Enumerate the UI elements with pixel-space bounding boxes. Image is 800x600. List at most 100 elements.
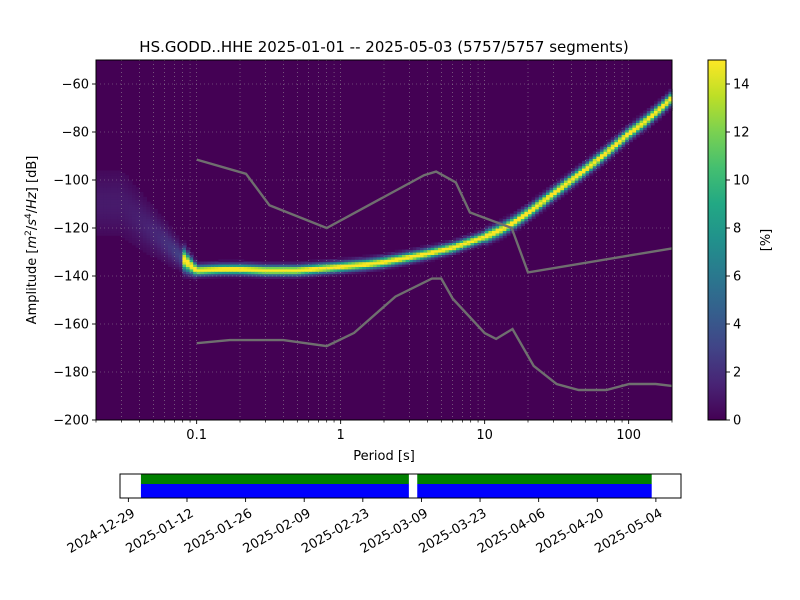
heatmap-cell: [193, 276, 198, 279]
heatmap-cell: [135, 242, 140, 246]
heatmap-cell: [452, 240, 457, 243]
heatmap-cell: [495, 237, 500, 241]
heatmap-cell: [661, 112, 666, 116]
heatmap-cell: [193, 273, 198, 277]
heatmap-cell: [225, 261, 230, 265]
heatmap-cell: [135, 196, 140, 200]
heatmap-cell: [330, 266, 335, 270]
heatmap-cell: [499, 232, 504, 236]
heatmap-cell: [488, 235, 493, 239]
heatmap-cell: [603, 151, 608, 155]
heatmap-cell: [574, 177, 579, 181]
heatmap-cell: [362, 264, 367, 267]
heatmap-cell: [168, 237, 173, 241]
timeline-coverage: [417, 484, 652, 498]
heatmap-cell: [322, 261, 327, 265]
heatmap-cell: [409, 254, 414, 258]
heatmap-cell: [225, 266, 230, 270]
heatmap-cell: [96, 192, 101, 195]
heatmap-cell: [207, 266, 212, 270]
heatmap-cell: [142, 211, 147, 215]
heatmap-cell: [474, 232, 479, 236]
heatmap-cell: [391, 261, 396, 265]
heatmap-cell: [175, 249, 180, 253]
heatmap-cell: [621, 132, 626, 135]
heatmap-cell: [135, 228, 140, 231]
heatmap-cell: [481, 228, 486, 231]
heatmap-cell: [582, 163, 587, 167]
heatmap-cell: [182, 261, 187, 265]
heatmap-cell: [330, 259, 335, 263]
heatmap-cell: [319, 273, 324, 277]
heatmap-cell: [366, 264, 371, 267]
heatmap-cell: [153, 230, 158, 234]
heatmap-cell: [484, 244, 489, 248]
heatmap-cell: [139, 232, 144, 236]
heatmap-cell: [337, 271, 342, 275]
heatmap-cell: [128, 220, 133, 224]
heatmap-cell: [621, 134, 626, 138]
heatmap-cell: [384, 259, 389, 263]
heatmap-cell: [279, 261, 284, 265]
heatmap-cell: [110, 206, 115, 210]
heatmap-cell: [564, 172, 569, 176]
heatmap-cell: [592, 160, 597, 164]
heatmap-cell: [214, 266, 219, 270]
heatmap-cell: [204, 264, 209, 267]
heatmap-cell: [470, 244, 475, 248]
heatmap-cell: [261, 276, 266, 279]
heatmap-cell: [445, 244, 450, 248]
heatmap-cell: [218, 271, 223, 275]
heatmap-cell: [542, 194, 547, 198]
heatmap-cell: [564, 175, 569, 179]
heatmap-cell: [463, 235, 468, 239]
heatmap-cell: [243, 276, 248, 279]
heatmap-cell: [96, 223, 101, 227]
heatmap-cell: [492, 228, 497, 231]
heatmap-cell: [124, 232, 129, 236]
heatmap-cell: [394, 249, 399, 253]
heatmap-cell: [171, 252, 176, 255]
heatmap-cell: [524, 213, 529, 217]
heatmap-cell: [589, 168, 594, 171]
heatmap-cell: [214, 271, 219, 275]
heatmap-cell: [654, 120, 659, 123]
heatmap-cell: [625, 136, 630, 140]
heatmap-cell: [423, 247, 428, 251]
heatmap-cell: [538, 192, 543, 195]
heatmap-cell: [607, 148, 612, 152]
heatmap-cell: [492, 237, 497, 241]
heatmap-cell: [114, 218, 119, 222]
heatmap-cell: [128, 204, 133, 207]
heatmap-cell: [646, 124, 651, 128]
heatmap-cell: [110, 194, 115, 198]
heatmap-cell: [114, 230, 119, 234]
heatmap-cell: [423, 249, 428, 253]
heatmap-cell: [171, 247, 176, 251]
colorbar-frame: [707, 59, 727, 421]
heatmap-cell: [578, 182, 583, 186]
heatmap-cell: [474, 244, 479, 248]
heatmap-cell: [146, 206, 151, 210]
heatmap-cell: [488, 230, 493, 234]
heatmap-cell: [196, 273, 201, 277]
heatmap-cell: [434, 249, 439, 253]
heatmap-cell: [178, 244, 183, 248]
heatmap-cell: [132, 242, 137, 246]
heatmap-cell: [240, 271, 245, 275]
heatmap-cell: [283, 271, 288, 275]
heatmap-cell: [355, 268, 360, 272]
heatmap-cell: [326, 264, 331, 267]
heatmap-cell: [553, 192, 558, 195]
heatmap-cell: [99, 194, 104, 198]
heatmap-cell: [502, 216, 507, 219]
heatmap-cell: [139, 204, 144, 207]
heatmap-cell: [99, 223, 104, 227]
heatmap-cell: [610, 151, 615, 155]
heatmap-cell: [369, 261, 374, 265]
heatmap-cell: [157, 220, 162, 224]
heatmap-cell: [524, 204, 529, 207]
heatmap-cell: [99, 196, 104, 200]
heatmap-cell: [139, 242, 144, 246]
heatmap-cell: [492, 240, 497, 243]
